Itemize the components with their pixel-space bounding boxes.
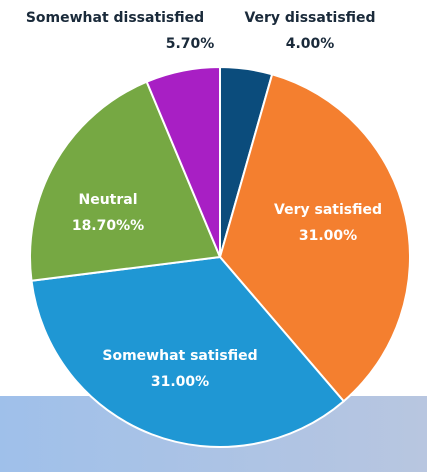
slice-label: Very satisfied bbox=[274, 202, 382, 218]
slice-label: Somewhat satisfied bbox=[102, 348, 257, 364]
slice-value-label: 4.00% bbox=[286, 36, 335, 52]
pie-slice bbox=[145, 65, 221, 258]
slice-value-label: 31.00% bbox=[151, 374, 209, 390]
slice-value-label: 31.00% bbox=[299, 228, 357, 244]
slice-label: Neutral bbox=[78, 192, 137, 208]
pie-slice bbox=[29, 80, 222, 282]
slice-label: Somewhat dissatisfied bbox=[26, 10, 204, 26]
pie-slice bbox=[30, 255, 346, 448]
pie-slice bbox=[218, 73, 411, 403]
slice-value-label: 18.70%% bbox=[72, 218, 144, 234]
slice-value-label: 5.70% bbox=[166, 36, 215, 52]
slice-label: Very dissatisfied bbox=[244, 10, 375, 26]
